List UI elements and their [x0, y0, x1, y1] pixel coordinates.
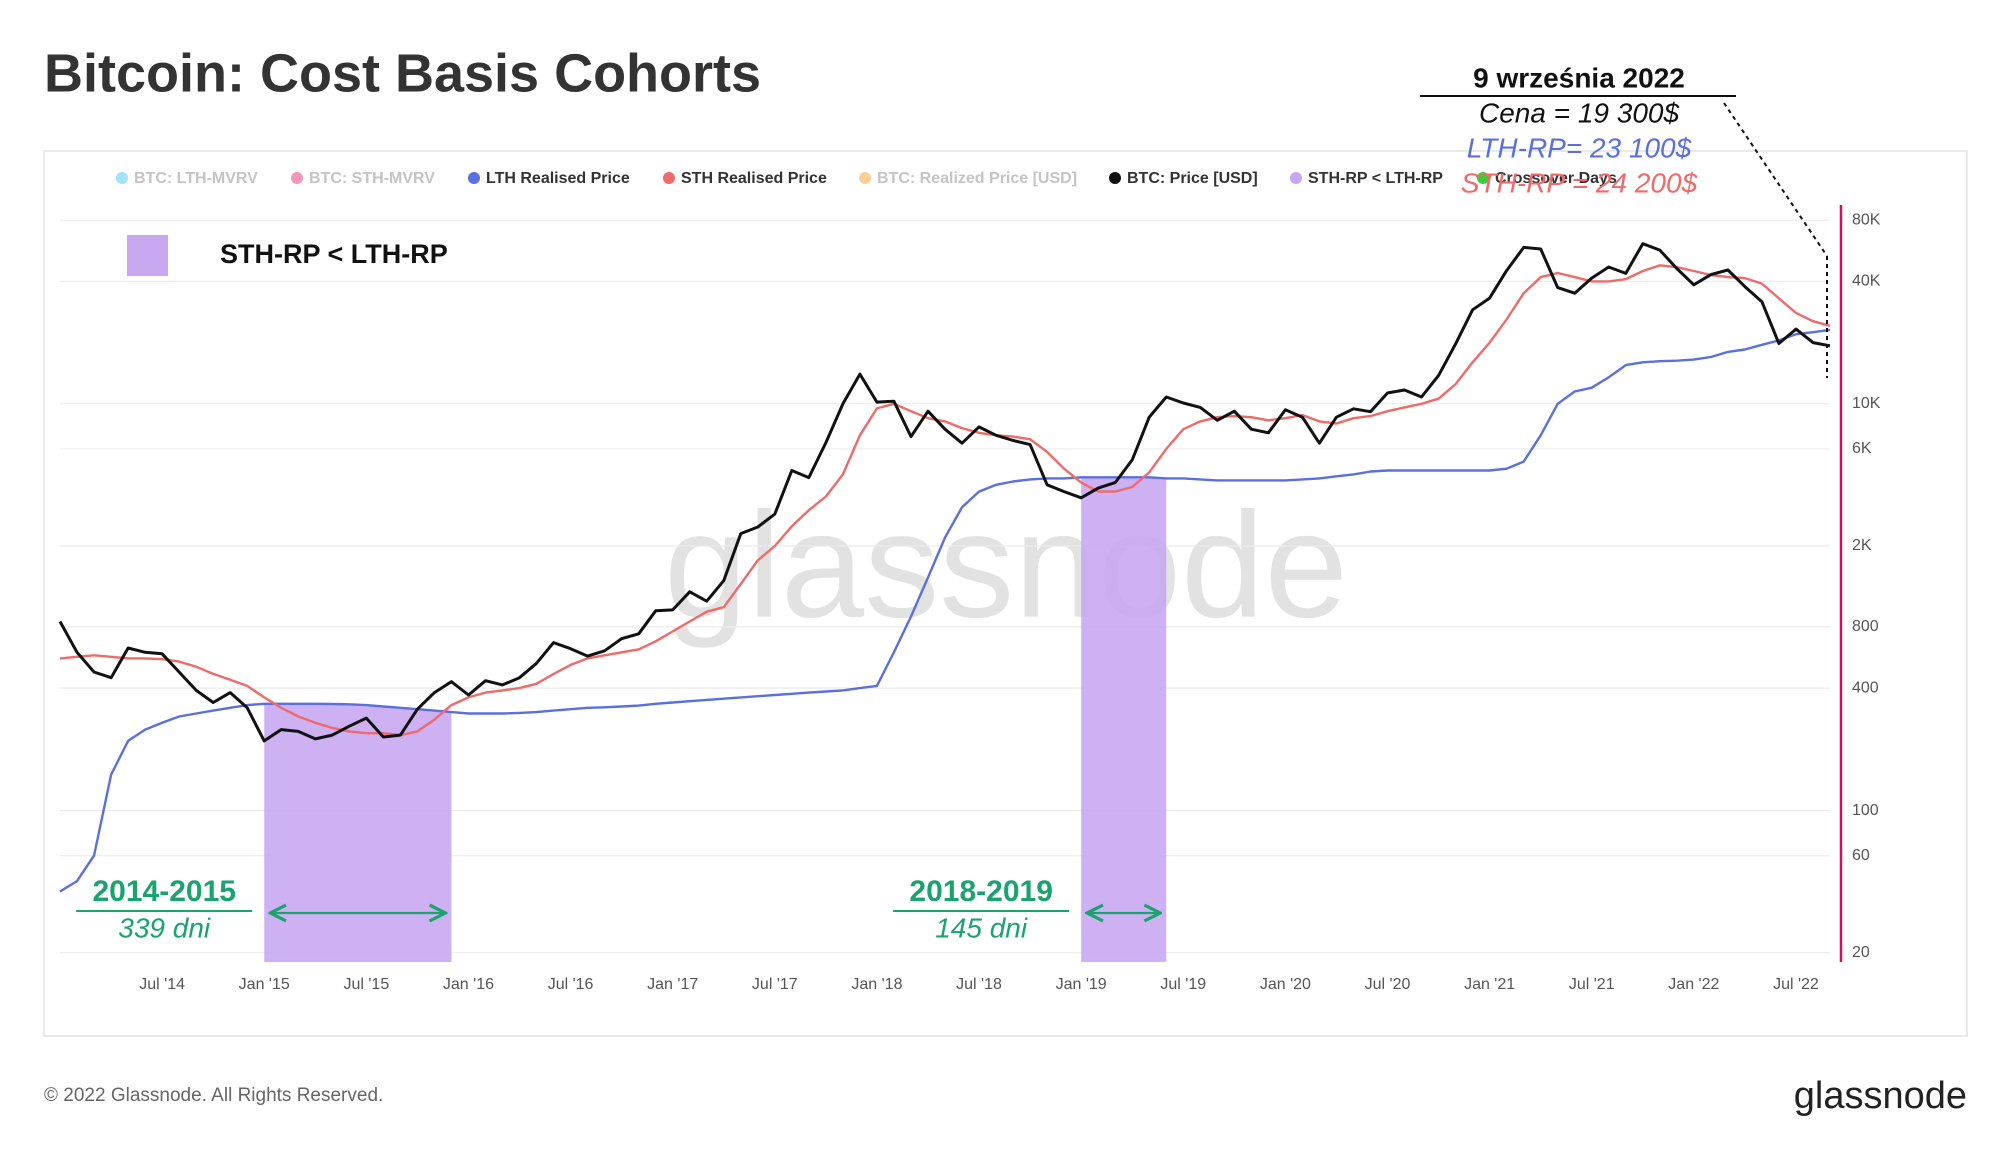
- callout-line: LTH-RP= 23 100$: [1467, 132, 1692, 163]
- regions: 2014-2015 339 dni 2018-2019 145 dni: [76, 477, 1167, 962]
- x-tick-label: Jul '18: [956, 976, 1002, 993]
- x-tick-label: Jan '17: [647, 976, 698, 993]
- series-line: [59, 328, 1831, 893]
- legend-dot: [468, 172, 480, 184]
- y-tick-label: 60: [1852, 847, 1870, 864]
- legend-dot: [291, 172, 303, 184]
- y-tick-label: 80K: [1852, 211, 1881, 228]
- y-tick-label: 2K: [1852, 537, 1872, 554]
- legend: BTC: LTH-MVRV BTC: STH-MVRV LTH Realised P…: [116, 170, 1617, 187]
- legend-dot: [1290, 172, 1302, 184]
- y-tick-label: 400: [1852, 679, 1879, 696]
- y-tick-label: 40K: [1852, 273, 1881, 290]
- x-tick-label: Jul '19: [1160, 976, 1206, 993]
- x-tick-label: Jan '18: [851, 976, 902, 993]
- region-duration: 339 dni: [118, 912, 211, 943]
- legend-dot: [116, 172, 128, 184]
- logo: glassnode: [1794, 1075, 1967, 1117]
- region: [1081, 477, 1167, 962]
- legend-label: BTC: Price [USD]: [1127, 170, 1258, 187]
- callout-date: 9 września 2022: [1473, 62, 1685, 93]
- legend-label: BTC: Realized Price [USD]: [877, 170, 1077, 187]
- legend-label: LTH Realised Price: [486, 170, 630, 187]
- legend-dot: [663, 172, 675, 184]
- lines: [58, 242, 1831, 893]
- x-tick-label: Jul '15: [343, 976, 389, 993]
- legend-dot: [1109, 172, 1121, 184]
- legend-label: STH Realised Price: [681, 170, 827, 187]
- y-tick-label: 6K: [1852, 440, 1872, 457]
- chart-title: Bitcoin: Cost Basis Cohorts: [44, 43, 761, 103]
- x-tick-label: Jan '15: [239, 976, 290, 993]
- chart-panel: [43, 150, 1968, 1037]
- x-tick-label: Jan '22: [1668, 976, 1719, 993]
- x-tick-label: Jul '17: [752, 976, 798, 993]
- series-line: [58, 242, 1831, 743]
- x-tick-label: Jan '20: [1260, 976, 1311, 993]
- legend-dot: [859, 172, 871, 184]
- region-duration: 145 dni: [935, 912, 1028, 943]
- x-tick-label: Jul '22: [1773, 976, 1819, 993]
- x-tick-label: Jan '16: [443, 976, 494, 993]
- y-tick-label: 100: [1852, 802, 1879, 819]
- y-tick-label: 800: [1852, 618, 1879, 635]
- y-tick-label: 20: [1852, 944, 1870, 961]
- region-label: 2014-2015: [92, 875, 235, 908]
- callout-pointer: [1723, 102, 1828, 257]
- y-tick-label: 10K: [1852, 395, 1881, 412]
- x-tick-label: Jul '20: [1365, 976, 1411, 993]
- x-tick-label: Jul '16: [548, 976, 594, 993]
- legend-label: BTC: STH-MVRV: [309, 170, 435, 187]
- legend-dot: [1477, 172, 1489, 184]
- callout-line: Cena = 19 300$: [1479, 97, 1679, 128]
- region-key-label: STH-RP < LTH-RP: [220, 239, 448, 269]
- region-key-swatch: [127, 235, 168, 276]
- region: [264, 703, 452, 962]
- footer: © 2022 Glassnode. All Rights Reserved.: [44, 1085, 383, 1106]
- region-label: 2018-2019: [909, 875, 1052, 908]
- callout-line: STH-RP = 24 200$: [1461, 167, 1698, 198]
- callout: 9 września 2022 Cena = 19 300$ LTH-RP= 23…: [1420, 62, 1828, 378]
- legend-label: BTC: LTH-MVRV: [134, 170, 258, 187]
- x-tick-label: Jul '14: [139, 976, 185, 993]
- watermark: glassnode: [664, 481, 1348, 649]
- x-tick-label: Jan '21: [1464, 976, 1515, 993]
- series-line: [59, 264, 1831, 737]
- x-tick-label: Jan '19: [1056, 976, 1107, 993]
- ticks: 20 60 100 400 800 2K 6K 10K 40K 80K Jul '14 Jan '15…: [139, 211, 1881, 993]
- legend-label: Crossover Days: [1495, 170, 1617, 187]
- x-tick-label: Jul '21: [1569, 976, 1615, 993]
- legend-label: STH-RP < LTH-RP: [1308, 170, 1443, 187]
